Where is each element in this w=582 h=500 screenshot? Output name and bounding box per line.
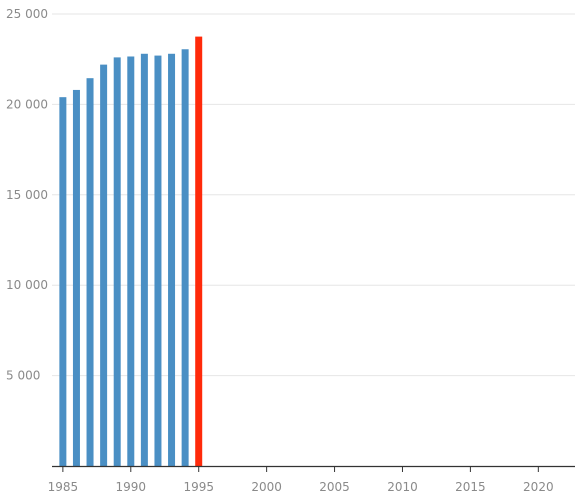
y-tick-label: 20 000 bbox=[6, 97, 48, 111]
y-tick-label: 25 000 bbox=[6, 7, 48, 21]
bar-highlighted bbox=[195, 36, 203, 466]
bar bbox=[140, 53, 148, 466]
bar bbox=[72, 89, 80, 466]
bar bbox=[100, 64, 108, 467]
y-axis-labels: 5 000 10 000 15 000 20 000 25 000 bbox=[6, 7, 48, 383]
y-tick-label: 5 000 bbox=[6, 369, 40, 383]
x-axis-ticks bbox=[62, 466, 539, 472]
x-tick-label: 2015 bbox=[455, 480, 486, 494]
bar bbox=[86, 78, 94, 467]
bar bbox=[181, 49, 189, 466]
bar bbox=[113, 57, 121, 466]
x-tick-label: 2005 bbox=[319, 480, 350, 494]
bar bbox=[154, 55, 162, 467]
gridlines bbox=[52, 13, 575, 377]
y-tick-label: 15 000 bbox=[6, 188, 48, 202]
x-tick-label: 1985 bbox=[48, 480, 79, 494]
x-tick-label: 2020 bbox=[523, 480, 554, 494]
x-tick-label: 1995 bbox=[183, 480, 214, 494]
x-tick-label: 2010 bbox=[387, 480, 418, 494]
bar bbox=[127, 56, 135, 466]
x-axis-labels: 1985 1990 1995 2000 2005 2010 2015 2020 bbox=[48, 480, 554, 494]
bar bbox=[168, 53, 176, 466]
x-tick-label: 2000 bbox=[251, 480, 282, 494]
bar bbox=[59, 97, 67, 466]
x-tick-label: 1990 bbox=[116, 480, 147, 494]
bars bbox=[59, 36, 203, 467]
y-tick-label: 10 000 bbox=[6, 278, 48, 292]
